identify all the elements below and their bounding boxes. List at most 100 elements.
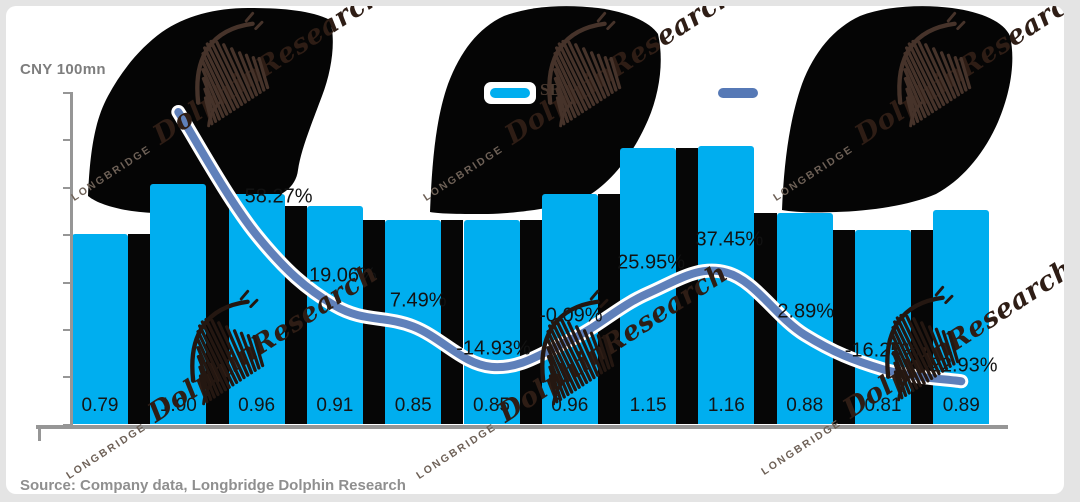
bar: 0.96	[541, 193, 598, 424]
bar-value-label: 0.91	[316, 394, 354, 416]
bar-gap-shadow	[676, 148, 699, 424]
bar-gap-layer	[6, 6, 1064, 494]
legend-item-bar	[484, 82, 536, 104]
y-axis-line	[70, 92, 73, 426]
legend-label-bar: SB	[540, 80, 561, 99]
bar-gap-shadow	[128, 234, 151, 424]
watermark-blob	[430, 6, 661, 214]
bar: 1.15	[620, 148, 677, 424]
y-axis-tick	[63, 423, 71, 426]
bar-value-label: 0.81	[864, 394, 902, 416]
bar-gap-shadow	[362, 220, 386, 424]
bar: 0.91	[306, 205, 363, 424]
yoy-labels-layer: 58.27% 19.06% 7.49% -14.93% -0.09% 25.95% 37.4…	[6, 6, 1064, 494]
watermark-brand: LONGBRIDGE	[414, 420, 499, 482]
yoy-label: -14.93%	[456, 337, 531, 360]
bar: 1.00	[150, 184, 207, 424]
dolphin-scribble-icon	[547, 11, 622, 128]
watermark: LONGBRIDGE DolphinResearch	[406, 257, 733, 494]
yoy-label: 58.27%	[244, 185, 313, 208]
dolphin-scribble-icon	[195, 11, 270, 128]
axes-layer	[6, 6, 1064, 494]
bar-gap-shadow	[754, 212, 777, 424]
watermark: LONGBRIDGE DolphinResearch	[763, 6, 1064, 218]
bar: 0.88	[776, 212, 833, 424]
watermark-name: DolphinResearch	[849, 6, 1064, 151]
yoy-label: -16.25%	[844, 339, 920, 362]
yoy-label: 7.49%	[389, 289, 447, 312]
bar-gap-shadow	[832, 229, 855, 424]
watermark-name: DolphinResearch	[492, 257, 734, 429]
watermark-name: DolphinResearch	[147, 6, 389, 151]
chart-card: 0.79 1.00 0.96 0.91 0.85 0.85 0.96 1.15 1.16 0.88…	[6, 6, 1064, 494]
bar-value-label: 1.15	[629, 395, 667, 416]
dolphin-scribble-icon	[897, 11, 972, 128]
watermark-brand: LONGBRIDGE	[64, 420, 149, 482]
bar: 0.89	[933, 210, 990, 424]
unit-label: CNY 100mn	[20, 61, 106, 78]
y-axis-tick	[63, 234, 71, 237]
bar-gap-shadow	[911, 229, 934, 424]
dolphin-scribble-icon	[540, 289, 615, 406]
watermarks-layer: LONGBRIDGE DolphinResearch LONGBRIDGE Dolph…	[6, 6, 1064, 494]
bar-value-label: 0.96	[238, 394, 276, 416]
chart-stage: 0.79 1.00 0.96 0.91 0.85 0.85 0.96 1.15 1.16 0.88…	[6, 6, 1064, 494]
legend-item-line	[712, 82, 764, 104]
dolphin-scribble-icon	[190, 289, 265, 406]
yoy-label: 37.45%	[695, 228, 764, 251]
watermark-name: DolphinResearch	[142, 257, 384, 429]
bar: 0.81	[855, 229, 911, 424]
dolphin-scribble-icon	[885, 285, 960, 402]
bar: 0.96	[228, 193, 285, 424]
bar-value-label: 1.00	[159, 395, 197, 416]
bars-layer: 0.79 1.00 0.96 0.91 0.85 0.85 0.96 1.15 1.16 0.88…	[6, 6, 1064, 494]
bar-value-label: 1.16	[707, 394, 745, 416]
watermark-blob	[88, 8, 333, 213]
yoy-label: 25.95%	[617, 251, 686, 274]
bar-value-label: 0.88	[786, 394, 824, 416]
watermark-brand: LONGBRIDGE	[759, 416, 844, 478]
bar-value-label: 0.85	[394, 395, 432, 416]
y-axis-tick	[63, 92, 71, 94]
yoy-line-casing	[171, 105, 969, 389]
y-axis-tick	[63, 186, 71, 189]
x-axis-line	[36, 425, 1008, 429]
y-axis-tick	[63, 281, 71, 284]
watermark-brand: LONGBRIDGE	[69, 142, 154, 204]
source-note: Source: Company data, Longbridge Dolphin…	[20, 477, 406, 494]
bar-gap-shadow	[597, 193, 621, 424]
bar-value-label: 0.96	[551, 394, 589, 416]
yoy-line-layer	[171, 105, 969, 389]
watermark-brand: LONGBRIDGE	[771, 142, 856, 204]
yoy-label: 19.06%	[308, 264, 377, 287]
transparency-blob-layer	[88, 6, 1013, 214]
bar-gap-shadow	[519, 220, 542, 424]
y-axis-tick	[63, 139, 71, 142]
bar-gap-shadow	[206, 193, 229, 424]
bar-gap-shadow	[441, 220, 464, 424]
y-axis-tick	[63, 376, 71, 379]
yoy-line	[174, 108, 966, 386]
bar-value-label: 0.79	[81, 394, 119, 416]
line-series-swatch	[718, 88, 758, 98]
bar-value-label: 0.89	[942, 394, 980, 416]
watermark: LONGBRIDGE DolphinResearch	[413, 6, 741, 218]
watermark-name: DolphinResearch	[499, 6, 741, 151]
x-axis-origin-tick	[38, 429, 41, 441]
bar: 0.79	[72, 234, 128, 424]
y-axis-tick	[63, 329, 71, 331]
yoy-label: -22.93%	[923, 354, 998, 377]
bar: 0.85	[385, 220, 442, 424]
bar: 0.85	[463, 220, 520, 424]
bar: 1.16	[698, 145, 755, 424]
watermark-brand: LONGBRIDGE	[421, 142, 506, 204]
watermark-name: DolphinResearch	[837, 253, 1064, 425]
bar-gap-shadow	[284, 205, 307, 424]
yoy-label: 2.89%	[777, 300, 835, 323]
watermark: LONGBRIDGE DolphinResearch	[56, 257, 383, 494]
watermark: LONGBRIDGE DolphinResearch	[61, 6, 389, 218]
bar-series-swatch	[490, 88, 530, 98]
bar-value-label: 0.85	[473, 395, 510, 416]
watermark-blob	[782, 6, 1013, 213]
watermark: LONGBRIDGE DolphinResearch	[751, 253, 1064, 492]
